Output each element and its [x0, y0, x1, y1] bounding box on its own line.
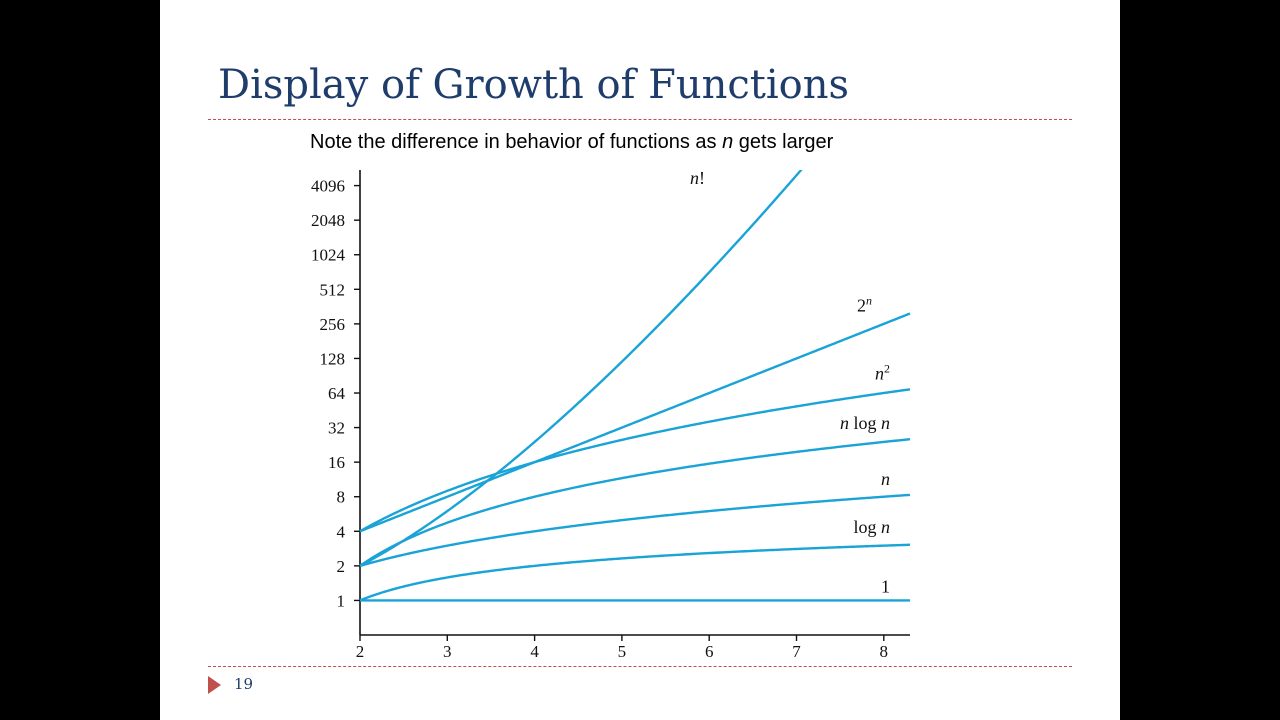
y-tick-label: 16 [328, 453, 345, 472]
slide-title: Display of Growth of Functions [218, 62, 850, 108]
series-label-n2: n2 [875, 361, 890, 383]
series-line-pow2 [359, 312, 911, 533]
x-tick-label: 3 [443, 642, 452, 661]
y-tick-label: 512 [320, 280, 346, 299]
footer-divider [208, 666, 1072, 667]
title-divider [208, 119, 1072, 120]
series-line-nlogn [359, 438, 911, 567]
subtitle-suffix: gets larger [733, 131, 834, 153]
slide: Display of Growth of Functions Note the … [160, 0, 1120, 720]
y-tick-label: 2048 [311, 211, 345, 230]
growth-chart: 2 3 4 5 6 7 8 1 2 4 8 16 32 64 128 256 512 1024 2048 4096 1 l… [311, 168, 911, 661]
series-label-nlogn: n log n [840, 413, 890, 433]
y-tick-label: 256 [320, 315, 346, 334]
y-tick-label: 1 [337, 591, 346, 610]
series-label-pow2: 2n [857, 294, 872, 316]
y-tick-label: 32 [328, 419, 345, 438]
series-line-n [359, 493, 911, 568]
series-line-log [359, 543, 911, 602]
slide-number-marker-icon [208, 676, 221, 694]
series-line-fact [359, 170, 803, 567]
y-tick-label: 2 [337, 557, 346, 576]
y-tick-label: 1024 [311, 246, 346, 265]
subtitle-variable: n [722, 131, 734, 153]
x-tick-label: 2 [356, 642, 365, 661]
x-tick-label: 6 [705, 642, 714, 661]
x-tick-label: 7 [792, 642, 801, 661]
series-label-one: 1 [881, 576, 890, 596]
x-tick-label: 5 [618, 642, 627, 661]
y-tick-label: 64 [328, 384, 346, 403]
y-tick-label: 128 [320, 349, 346, 368]
x-tick-label: 4 [530, 642, 539, 661]
chart-subtitle: Note the difference in behavior of funct… [310, 131, 833, 154]
y-tick-label: 4096 [311, 177, 345, 196]
y-tick-label: 8 [337, 488, 346, 507]
y-tick-label: 4 [337, 522, 346, 541]
series-label-log: log n [853, 517, 890, 537]
x-tick-label: 8 [880, 642, 889, 661]
series-label-fact: n! [690, 168, 705, 188]
series-label-n: n [881, 469, 890, 489]
series-line-n2 [359, 388, 911, 533]
slide-number: 19 [234, 675, 254, 693]
subtitle-prefix: Note the difference in behavior of funct… [310, 131, 723, 153]
